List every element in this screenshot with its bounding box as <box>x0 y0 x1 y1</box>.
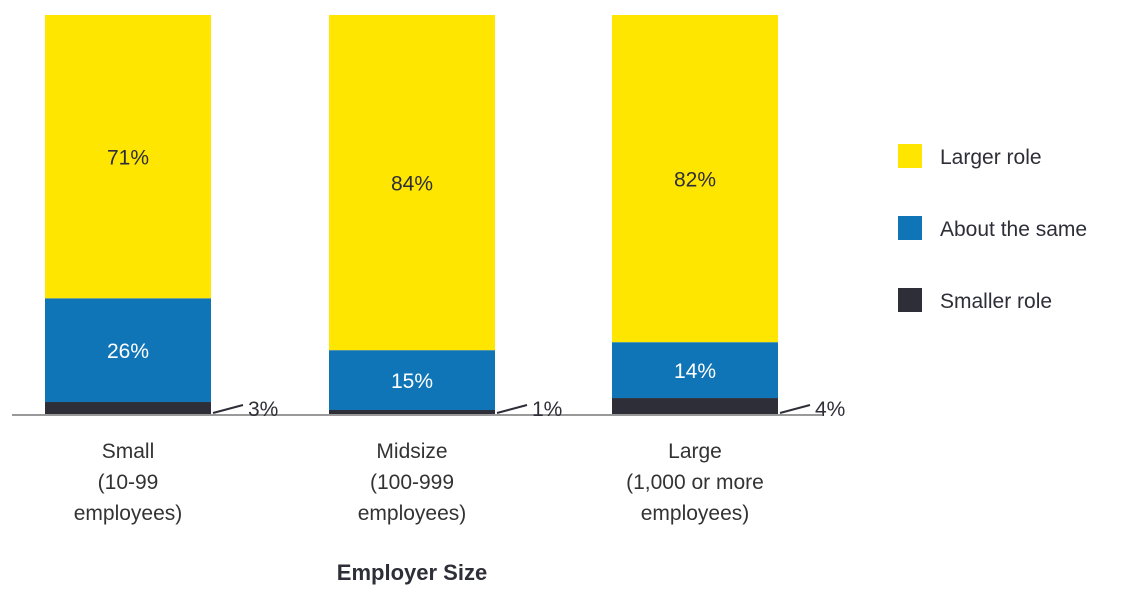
category-label: Midsize (100-999 employees) <box>358 440 467 525</box>
callouts-group: 3% 1% 4% <box>212 398 845 421</box>
callout-leader-line <box>779 404 811 414</box>
bar-segment-smaller-role-1 <box>329 410 495 414</box>
legend-swatch <box>898 288 922 312</box>
bar-segment-larger-role-2 <box>612 15 778 343</box>
bar-segment-smaller-role-0 <box>45 402 211 414</box>
data-label: 82% <box>674 169 716 192</box>
category-labels-group: Small (10-99 employees) Midsize (100-999 empl… <box>74 440 764 525</box>
data-label: 84% <box>391 173 433 196</box>
data-label: 15% <box>391 370 433 393</box>
category-label: Large (1,000 or more employees) <box>626 440 764 525</box>
bar-segment-smaller-role-2 <box>612 398 778 414</box>
data-label: 71% <box>107 147 149 170</box>
legend-label: Smaller role <box>940 290 1052 313</box>
data-label: 26% <box>107 340 149 363</box>
legend-swatch <box>898 216 922 240</box>
bar-segment-about-the-same-2 <box>612 342 778 399</box>
data-label: 3% <box>248 398 278 421</box>
legend-swatch <box>898 144 922 168</box>
data-label: 4% <box>815 398 845 421</box>
x-axis-title: Employer Size <box>337 560 487 585</box>
bar-segment-about-the-same-0 <box>45 298 211 403</box>
callout-leader-line <box>496 404 528 414</box>
legend-label: Larger role <box>940 146 1042 169</box>
data-label: 14% <box>674 360 716 383</box>
bar-segment-about-the-same-1 <box>329 350 495 411</box>
bar-segment-larger-role-1 <box>329 15 495 351</box>
callout-leader-line <box>212 404 244 414</box>
legend-label: About the same <box>940 218 1087 241</box>
legend: Larger role About the same Smaller role <box>898 144 1087 313</box>
bar-segment-larger-role-0 <box>45 15 211 299</box>
category-label: Small (10-99 employees) <box>74 440 183 525</box>
bars-group: 26% 71% 15% 84% 14% 82% <box>45 15 778 414</box>
data-label: 1% <box>532 398 562 421</box>
